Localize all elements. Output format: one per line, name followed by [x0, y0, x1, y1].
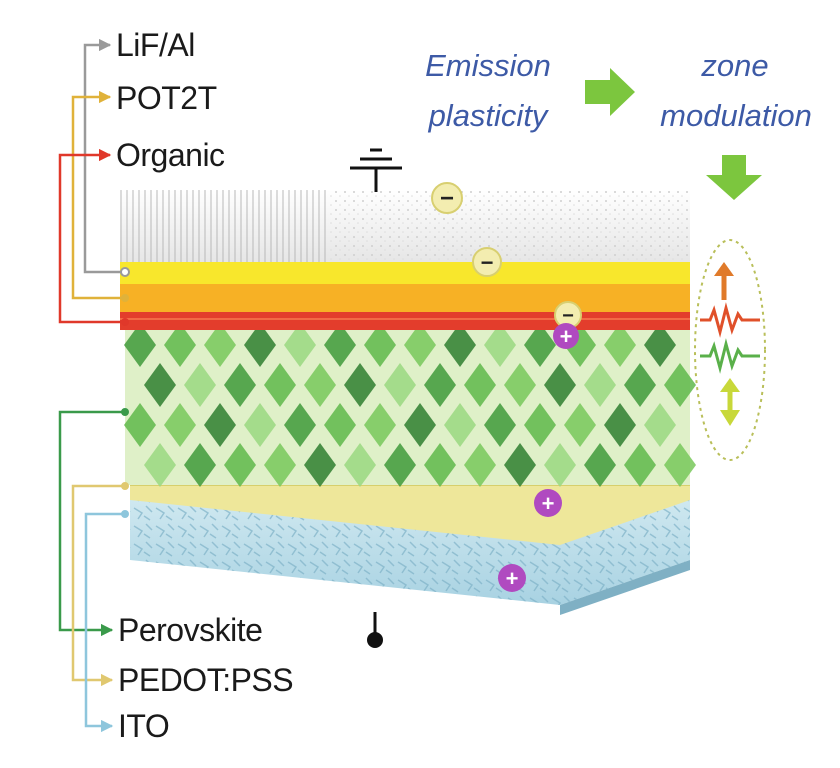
emission-line1: Emission — [425, 48, 551, 83]
perovskite-crystal — [184, 363, 216, 407]
zone-line2: modulation — [660, 98, 812, 133]
bottom-label-connectors — [58, 410, 125, 733]
label-perovskite: Perovskite — [118, 612, 263, 648]
label-organic: Organic — [116, 137, 225, 173]
perovskite-crystal — [464, 363, 496, 407]
label-ito: ITO — [118, 708, 170, 744]
perovskite-crystal — [124, 403, 156, 447]
top-label-dots — [120, 267, 130, 326]
green-right-arrow — [585, 68, 635, 116]
perovskite-crystal — [584, 363, 616, 407]
perovskite-crystal — [624, 363, 656, 407]
perovskite-crystal — [444, 403, 476, 447]
perovskite-crystal — [344, 363, 376, 407]
perovskite-crystal — [664, 363, 696, 407]
svg-text:+: + — [560, 324, 573, 349]
perovskite-crystal — [364, 403, 396, 447]
perovskite-crystal — [624, 443, 656, 487]
perovskite-crystal — [524, 323, 556, 367]
perovskite-crystal — [484, 323, 516, 367]
perovskite-crystal — [144, 443, 176, 487]
perovskite-crystal — [444, 323, 476, 367]
perovskite-crystal — [664, 443, 696, 487]
svg-text:+: + — [542, 491, 555, 516]
perovskite-crystal — [204, 403, 236, 447]
electron-2: − — [472, 247, 502, 277]
perovskite-crystal — [404, 403, 436, 447]
perovskite-crystal — [204, 323, 236, 367]
perovskite-crystal — [384, 363, 416, 407]
perovskite-crystal — [264, 363, 296, 407]
svg-text:−: − — [440, 185, 454, 212]
ground-symbol — [350, 148, 402, 192]
perovskite-crystal — [124, 323, 156, 367]
zone-line1: zone — [701, 48, 769, 83]
perovskite-crystal — [244, 323, 276, 367]
perovskite-crystal — [384, 443, 416, 487]
perovskite-crystal — [604, 403, 636, 447]
perovskite-crystal — [284, 403, 316, 447]
perovskite-crystal — [284, 323, 316, 367]
perovskite-crystal — [544, 363, 576, 407]
hole-1: + — [553, 323, 579, 349]
perovskite-crystal — [244, 403, 276, 447]
perovskite-crystal — [264, 443, 296, 487]
hole-3: + — [498, 564, 526, 592]
perovskite-crystal — [344, 443, 376, 487]
perovskite-crystal — [504, 363, 536, 407]
perovskite-crystal — [604, 323, 636, 367]
label-pot2t: POT2T — [116, 80, 217, 116]
perovskite-crystal — [644, 323, 676, 367]
electron-1: − — [431, 182, 463, 214]
lif-al-layer — [120, 190, 690, 262]
perovskite-crystal — [184, 443, 216, 487]
perovskite-crystal — [644, 403, 676, 447]
svg-text:+: + — [506, 566, 519, 591]
perovskite-crystal — [224, 363, 256, 407]
bottom-contact — [367, 612, 383, 648]
perovskite-crystal — [504, 443, 536, 487]
perovskite-crystal — [424, 363, 456, 407]
perovskite-crystal — [464, 443, 496, 487]
perovskite-crystal — [164, 403, 196, 447]
perovskite-crystal — [324, 403, 356, 447]
perovskite-crystal — [144, 363, 176, 407]
perovskite-crystal — [224, 443, 256, 487]
perovskite-crystal — [424, 443, 456, 487]
pot2t-layer — [120, 260, 690, 312]
svg-text:−: − — [562, 305, 574, 327]
perovskite-layer — [124, 323, 696, 487]
perovskite-crystal — [304, 363, 336, 407]
hole-2: + — [534, 489, 562, 517]
perovskite-crystal — [564, 403, 596, 447]
perovskite-crystal — [304, 443, 336, 487]
perovskite-crystal — [164, 323, 196, 367]
label-lif-al: LiF/Al — [116, 27, 195, 63]
green-down-arrow — [706, 155, 762, 200]
perovskite-crystal — [544, 443, 576, 487]
perovskite-crystal — [404, 323, 436, 367]
perovskite-crystal — [364, 323, 396, 367]
top-label-connectors — [58, 38, 125, 324]
perovskite-crystal — [524, 403, 556, 447]
perovskite-crystal — [484, 403, 516, 447]
emission-zone-ellipse — [694, 239, 766, 461]
bottom-label-dots — [121, 408, 129, 518]
organic-layer — [120, 312, 690, 330]
emission-line2: plasticity — [428, 98, 548, 133]
svg-text:−: − — [481, 250, 494, 275]
label-pedot-pss: PEDOT:PSS — [118, 662, 294, 698]
perovskite-crystal — [324, 323, 356, 367]
perovskite-crystal — [584, 443, 616, 487]
